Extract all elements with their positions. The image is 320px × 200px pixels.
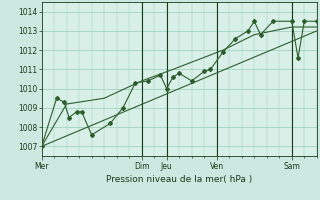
X-axis label: Pression niveau de la mer( hPa ): Pression niveau de la mer( hPa ) [106,175,252,184]
